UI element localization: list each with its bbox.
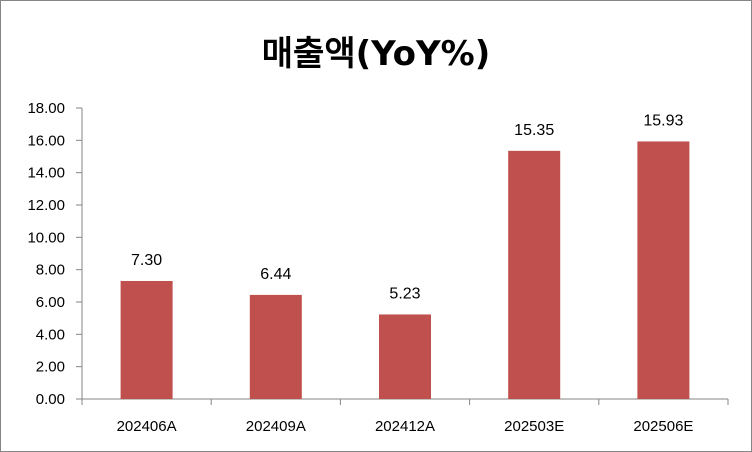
data-label-202503E: 15.35	[514, 122, 554, 139]
y-tick-label: 18.00	[27, 100, 65, 117]
y-tick-label: 12.00	[27, 197, 65, 214]
x-tick-label: 202406A	[117, 418, 177, 435]
y-tick-label: 16.00	[27, 132, 65, 149]
y-tick-label: 4.00	[36, 326, 65, 343]
bar-202503E	[508, 150, 561, 399]
y-tick-label: 10.00	[27, 229, 65, 246]
bar-202406A	[120, 280, 173, 399]
bar-202409A	[249, 294, 302, 399]
x-tick-label: 202412A	[375, 418, 435, 435]
data-label-202406A: 7.30	[131, 252, 162, 269]
y-tick-label: 8.00	[36, 262, 65, 279]
chart-title: 매출액(YoY%)	[261, 34, 491, 74]
data-label-202506E: 15.93	[643, 112, 683, 129]
bar-202506E	[637, 141, 690, 399]
data-label-202412A: 5.23	[389, 285, 420, 302]
y-tick-label: 0.00	[36, 391, 65, 408]
bar-202412A	[379, 314, 431, 399]
x-tick-label: 202506E	[633, 418, 693, 435]
y-tick-label: 2.00	[36, 359, 65, 376]
y-tick-label: 6.00	[36, 294, 65, 311]
data-label-202409A: 6.44	[260, 266, 291, 283]
y-tick-label: 14.00	[27, 165, 65, 182]
x-tick-label: 202503E	[504, 418, 564, 435]
x-tick-label: 202409A	[246, 418, 306, 435]
